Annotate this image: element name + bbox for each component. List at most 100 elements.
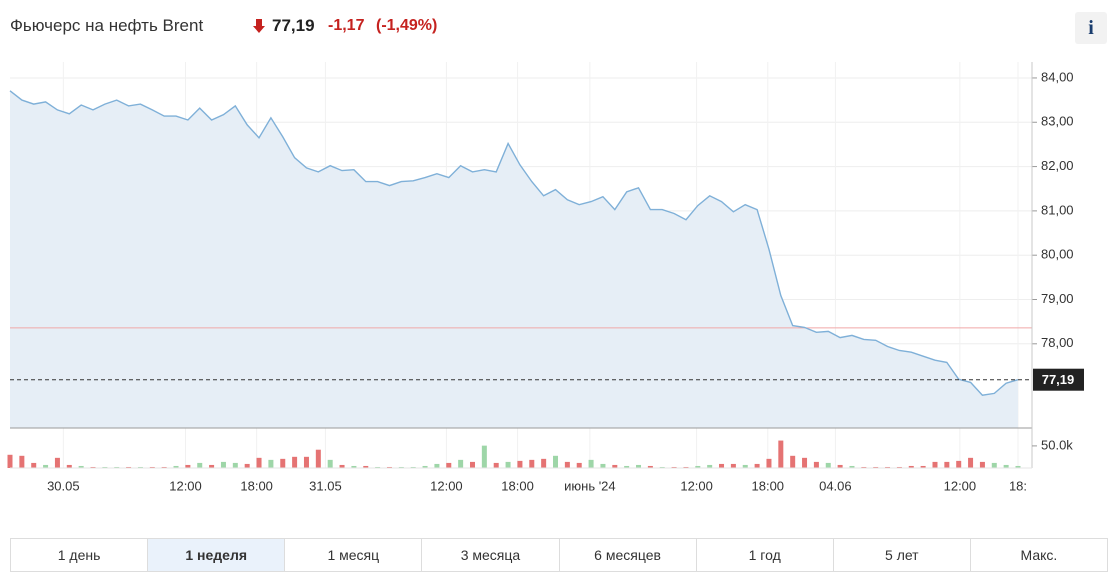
volume-bar [220, 461, 226, 468]
info-button[interactable]: i [1075, 12, 1107, 44]
range-button[interactable]: 1 месяц [285, 539, 423, 571]
volume-bar [434, 463, 440, 468]
volume-bar [363, 465, 369, 468]
x-tick-label: 12:00 [944, 478, 977, 493]
range-button[interactable]: 3 месяца [422, 539, 560, 571]
volume-bar [968, 457, 974, 468]
volume-bar [588, 459, 594, 468]
down-arrow [253, 19, 265, 33]
volume-bar [790, 455, 796, 468]
volume-bar [908, 465, 914, 468]
volume-bar [126, 466, 132, 468]
volume-bar [849, 465, 855, 468]
volume-bar [137, 466, 143, 468]
volume-bar [209, 464, 215, 468]
volume-bar [659, 466, 665, 468]
volume-bar [730, 463, 736, 468]
range-button[interactable]: 1 день [11, 539, 149, 571]
volume-bar [1003, 464, 1009, 468]
price: 77,19 [272, 16, 315, 35]
volume-bar [315, 449, 321, 468]
volume-bar [600, 463, 606, 468]
volume-bar [446, 462, 452, 468]
volume-bar [813, 461, 819, 468]
volume-bar [232, 462, 238, 468]
volume-bar [303, 456, 309, 468]
volume-bar [114, 466, 120, 468]
range-button[interactable]: 1 год [697, 539, 834, 571]
volume-bar [932, 461, 938, 468]
volume-bar [517, 460, 523, 468]
last-price-label: 77,19 [1042, 372, 1075, 387]
volume-bar [43, 464, 49, 468]
volume-bar [944, 461, 950, 468]
volume-bar [766, 458, 772, 468]
volume-bar [256, 457, 262, 468]
volume-bar [339, 464, 345, 468]
volume-bar [173, 465, 179, 468]
chart: Investing.com84,0083,0082,0081,0080,0079… [7, 62, 1084, 493]
volume-bar [386, 466, 392, 468]
volume-bar [19, 455, 25, 468]
volume-bar [612, 464, 618, 468]
x-tick-label: 31.05 [309, 478, 342, 493]
volume-bar [161, 466, 167, 468]
volume-bar [66, 464, 72, 468]
volume-bar [529, 459, 535, 468]
y-tick-label: 84,00 [1041, 69, 1074, 84]
volume-bar [825, 462, 831, 468]
y-tick-label: 82,00 [1041, 158, 1074, 173]
x-tick-label: 12:00 [680, 478, 713, 493]
volume-bar [493, 462, 499, 468]
y-tick-label: 83,00 [1041, 114, 1074, 129]
volume-bar [576, 462, 582, 468]
volume-bar [469, 461, 475, 468]
x-tick-label: 18:00 [501, 478, 534, 493]
range-button[interactable]: 1 неделя [148, 539, 286, 571]
volume-bar [956, 460, 962, 468]
area [10, 90, 1018, 429]
range-selector: 1 день 1 неделя 1 месяц 3 месяца 6 месяцев 1 … [10, 538, 1108, 572]
volume-bar [398, 466, 404, 468]
volume-bar [742, 464, 748, 468]
volume-bar [778, 440, 784, 468]
y-tick-label: 80,00 [1041, 247, 1074, 262]
range-button[interactable]: Макс. [1020, 547, 1058, 563]
volume-bar [719, 463, 725, 468]
volume-bar [647, 465, 653, 468]
volume-bar [149, 466, 155, 468]
volume-bar [410, 466, 416, 468]
volume-bar [837, 464, 843, 468]
volume-bar [54, 457, 60, 468]
y-tick-label: 78,00 [1041, 335, 1074, 350]
change-pct: (-1,49%) [376, 17, 438, 34]
x-tick-label: 18: [1009, 478, 1027, 493]
volume-bar [624, 465, 630, 468]
range-button[interactable]: 6 месяцев [560, 539, 697, 571]
volume-bar [458, 459, 464, 468]
volume-bar [327, 459, 333, 468]
volume-bar [553, 455, 559, 468]
volume-bar [505, 461, 511, 468]
volume-bar [541, 458, 547, 468]
volume-bar [90, 466, 96, 468]
volume-bar [873, 466, 879, 468]
volume-bar [78, 465, 84, 468]
y-tick-label: 81,00 [1041, 202, 1074, 217]
volume-bar [197, 462, 203, 468]
volume-bar [754, 463, 760, 468]
x-tick-label: 04.06 [819, 478, 852, 493]
volume-bar [102, 466, 108, 468]
volume-bar [268, 459, 274, 468]
volume-bar [185, 464, 191, 468]
range-button[interactable]: 5 лет [834, 539, 971, 571]
volume-bar [351, 465, 357, 468]
title: Фьючерс на нефть Brent [10, 16, 204, 35]
x-tick-label: 18:00 [240, 478, 273, 493]
x-tick-label: 12:00 [169, 478, 202, 493]
volume-bar [979, 461, 985, 468]
volume-bar [695, 465, 701, 468]
y-tick-label: 79,00 [1041, 291, 1074, 306]
volume-bar [481, 445, 487, 468]
x-tick-label: 18:00 [752, 478, 785, 493]
